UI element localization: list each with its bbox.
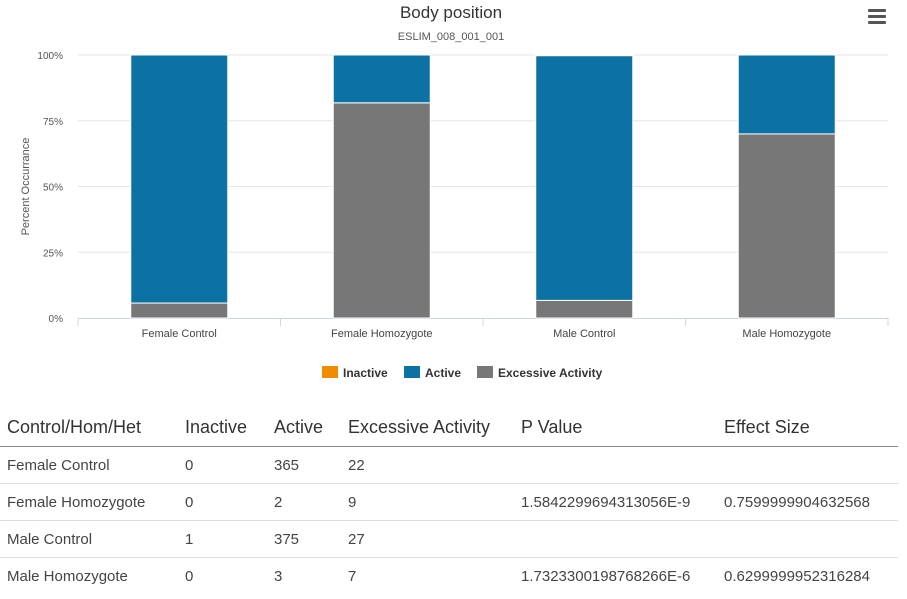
cell-inactive: 0	[185, 567, 194, 585]
hamburger-menu-icon[interactable]	[866, 6, 888, 24]
stats-table: Control/Hom/Het Inactive Active Excessiv…	[0, 409, 898, 594]
legend-label: Active	[425, 366, 461, 380]
table-row: Male Control 1 375 27	[0, 520, 898, 558]
cell-active: 2	[267, 483, 341, 521]
cell-effect-size: 0.7599999904632568	[717, 483, 898, 521]
cell-pvalue	[514, 520, 717, 558]
cell-effect-size: 0.6299999952316284	[724, 567, 870, 585]
cell-effect-size	[717, 520, 898, 558]
cell-excessive: 27	[341, 520, 514, 558]
cell-inactive: 0	[178, 483, 267, 521]
legend-swatch-inactive	[322, 366, 338, 378]
y-tick-label: 25%	[43, 248, 63, 259]
col-header-group: Control/Hom/Het	[0, 409, 178, 447]
table-row: Female Control 0 365 22	[0, 446, 898, 484]
col-header-active: Active	[267, 409, 341, 447]
y-tick-label: 100%	[37, 51, 63, 62]
body-position-chart: Body position ESLIM_008_001_001 0% 25% 50% 75…	[20, 3, 889, 380]
table-row: Female Homozygote 0 2 9 1.58422996943130…	[0, 483, 898, 521]
cell-pvalue: 1.7323300198768266E-6	[521, 567, 691, 585]
cell-effect-size	[717, 446, 898, 484]
legend-swatch-excessive-activity	[477, 366, 493, 378]
cell-group: Female Homozygote	[0, 483, 178, 521]
cell-inactive: 1	[178, 520, 267, 558]
y-tick-label: 0%	[49, 314, 64, 325]
col-header-effect-size: Effect Size	[717, 409, 898, 447]
bar-active	[332, 54, 431, 104]
bar-excessive-activity	[737, 133, 836, 319]
x-tick-label: Female Control	[142, 328, 217, 340]
cell-active: 375	[267, 520, 341, 558]
table-row: Male Homozygote 0 3 7 1.7323300198768266…	[0, 558, 898, 595]
bar-active	[535, 55, 634, 301]
cell-pvalue	[514, 446, 717, 484]
cell-group: Female Control	[0, 446, 178, 484]
cell-excessive: 9	[341, 483, 514, 521]
table-header-row: Control/Hom/Het Inactive Active Excessiv…	[0, 409, 898, 447]
col-header-pvalue: P Value	[514, 409, 717, 447]
bar-excessive-activity	[130, 302, 229, 319]
cell-active: 365	[267, 446, 341, 484]
legend-label: Inactive	[343, 366, 388, 380]
bar-inactive	[535, 54, 634, 57]
col-header-excessive: Excessive Activity	[341, 409, 514, 447]
cell-pvalue: 1.5842299694313056E-9	[514, 483, 717, 521]
bar-excessive-activity	[535, 299, 634, 319]
y-axis-label: Percent Occurrance	[20, 138, 32, 236]
cell-group: Male Homozygote	[7, 567, 128, 585]
chart-subtitle: ESLIM_008_001_001	[398, 31, 504, 43]
legend-label: Excessive Activity	[498, 366, 603, 380]
y-tick-label: 50%	[43, 183, 63, 194]
cell-inactive: 0	[178, 446, 267, 484]
x-tick-label: Male Homozygote	[742, 328, 831, 340]
cell-excessive: 7	[348, 567, 357, 585]
legend-swatch-active	[404, 366, 420, 378]
x-tick-label: Male Control	[553, 328, 615, 340]
x-tick-label: Female Homozygote	[331, 328, 433, 340]
chart-title: Body position	[400, 3, 502, 22]
chart-container: Body position ESLIM_008_001_001 0% 25% 50% 75…	[20, 3, 889, 380]
cell-group: Male Control	[0, 520, 178, 558]
bar-excessive-activity	[332, 102, 431, 319]
bar-active	[737, 54, 836, 135]
y-tick-label: 75%	[43, 117, 63, 128]
bar-active	[130, 54, 229, 304]
col-header-inactive: Inactive	[178, 409, 267, 447]
cell-excessive: 22	[341, 446, 514, 484]
cell-active: 3	[274, 567, 283, 585]
